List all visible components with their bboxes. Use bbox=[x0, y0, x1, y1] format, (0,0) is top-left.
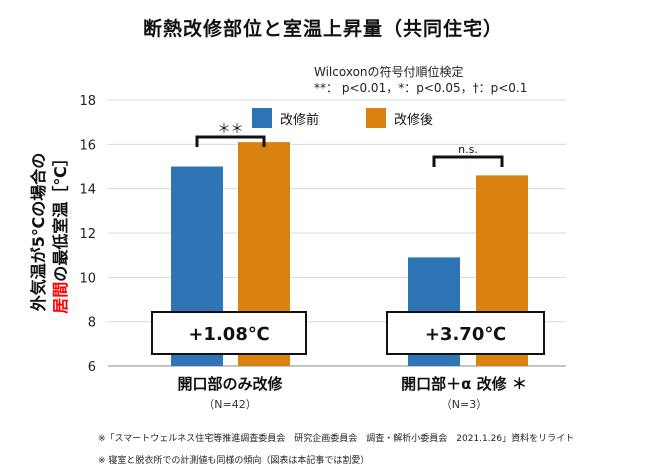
y-tick-label: 8 bbox=[88, 316, 96, 331]
test-note: Wilcoxonの符号付順位検定 **： p<0.01，*：p<0.05，†：p… bbox=[314, 64, 527, 96]
category-label: 開口部＋α 改修 ＊ bbox=[401, 375, 527, 393]
significance-label: ＊＊ bbox=[217, 122, 243, 137]
legend-swatch-after bbox=[366, 108, 386, 128]
y-axis-label-line1: 外気温が5℃の場合の bbox=[29, 153, 48, 313]
legend-swatch-before bbox=[252, 108, 272, 128]
difference-label: +3.70℃ bbox=[425, 324, 506, 345]
y-tick-label: 6 bbox=[88, 360, 96, 375]
test-note-line1: Wilcoxonの符号付順位検定 bbox=[314, 65, 464, 79]
difference-label: +1.08℃ bbox=[188, 324, 269, 345]
y-tick-label: 14 bbox=[79, 183, 96, 198]
y-tick-label: 18 bbox=[79, 94, 96, 109]
y-tick-label: 12 bbox=[79, 227, 96, 242]
legend-label-after: 改修後 bbox=[394, 113, 433, 128]
y-axis-label-highlight: 居間 bbox=[51, 282, 70, 314]
y-tick-label: 10 bbox=[79, 271, 96, 286]
test-note-line2: **： p<0.01，*：p<0.05，†：p<0.1 bbox=[314, 81, 528, 95]
legend-label-before: 改修前 bbox=[280, 112, 319, 128]
category-label: 開口部のみ改修 bbox=[177, 375, 283, 393]
significance-label: n.s. bbox=[458, 143, 478, 156]
footnotes: ※「スマートウェルネス住宅等推進調査委員会 研究企画委員会 調査・解析小委員会 … bbox=[98, 428, 574, 472]
category-sample-size: （N=42） bbox=[203, 398, 256, 411]
difference-box bbox=[386, 311, 545, 355]
footnote-1: ※「スマートウェルネス住宅等推進調査委員会 研究企画委員会 調査・解析小委員会 … bbox=[98, 434, 575, 444]
page-title: 断熱改修部位と室温上昇量（共同住宅） bbox=[142, 18, 503, 40]
footnote-2: ※ 寝室と脱衣所での計測値も同様の傾向（図表は本記事では割愛） bbox=[98, 456, 370, 466]
y-tick-label: 16 bbox=[79, 138, 96, 153]
y-axis-label-rest: の最低室温［℃］ bbox=[51, 150, 70, 281]
significance-bracket bbox=[432, 155, 504, 167]
significance-bracket bbox=[195, 135, 266, 147]
y-axis-label-line2: 居間の最低室温［℃］ bbox=[51, 150, 70, 313]
category-sample-size: （N=3） bbox=[441, 398, 487, 411]
difference-box bbox=[151, 311, 307, 355]
